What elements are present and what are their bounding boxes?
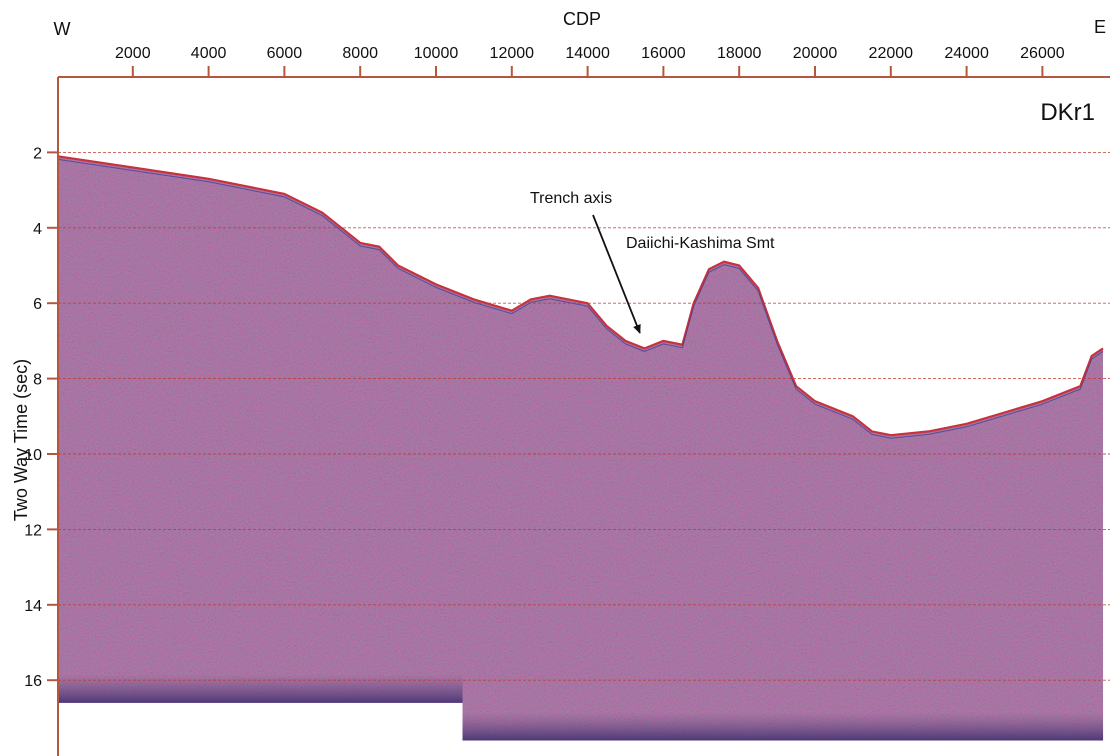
y-tick-label-8: 8 [33,372,42,389]
profile-label: DKr1 [1040,99,1095,126]
annotations: Trench axis Daiichi-Kashima Smt [530,190,775,334]
x-tick-label-10000: 10000 [414,45,459,62]
y-tick-label-12: 12 [24,522,42,539]
east-direction-label: E [1094,17,1106,37]
plot-frame [57,76,1110,756]
gridlines [58,151,1110,681]
y-tick-label-14: 14 [24,598,42,615]
x-tick-label-4000: 4000 [191,45,227,62]
x-tick-label-6000: 6000 [267,45,303,62]
x-tick-label-18000: 18000 [717,45,762,62]
y-tick-label-4: 4 [33,221,42,238]
seamount-label: Daiichi-Kashima Smt [626,235,775,252]
seismic-texture [57,156,1104,741]
west-direction-label: W [54,19,71,39]
y-tick-label-2: 2 [33,145,42,162]
x-tick-label-2000: 2000 [115,45,151,62]
x-tick-label-8000: 8000 [342,45,378,62]
x-tick-label-22000: 22000 [869,45,914,62]
seafloor-line-shadow [56,158,1104,439]
x-tick-label-14000: 14000 [565,45,610,62]
seismic-data-fill [57,156,1104,741]
record-end-band-1 [57,674,463,703]
x-tick-label-24000: 24000 [944,45,989,62]
x-tick-label-26000: 26000 [1020,45,1065,62]
record-end-band-2 [462,712,1104,741]
y-axis-title: Two Way Time (sec) [11,359,31,521]
y-tick-label-16: 16 [24,673,42,690]
y-axis-ticks: 2 4 6 8 10 12 14 16 [24,145,58,690]
y-tick-label-10: 10 [24,447,42,464]
x-tick-label-12000: 12000 [490,45,535,62]
trench-axis-arrow [592,214,641,334]
x-axis-title: CDP [563,9,601,29]
seafloor-line [56,155,1104,437]
x-tick-label-16000: 16000 [641,45,686,62]
x-tick-label-20000: 20000 [793,45,838,62]
x-axis-ticks: 2000 4000 6000 8000 10000 12000 14000 16000 1800… [115,45,1065,77]
y-tick-label-6: 6 [33,296,42,313]
seafloor-reflector [56,155,1104,439]
trench-axis-label: Trench axis [530,190,612,207]
